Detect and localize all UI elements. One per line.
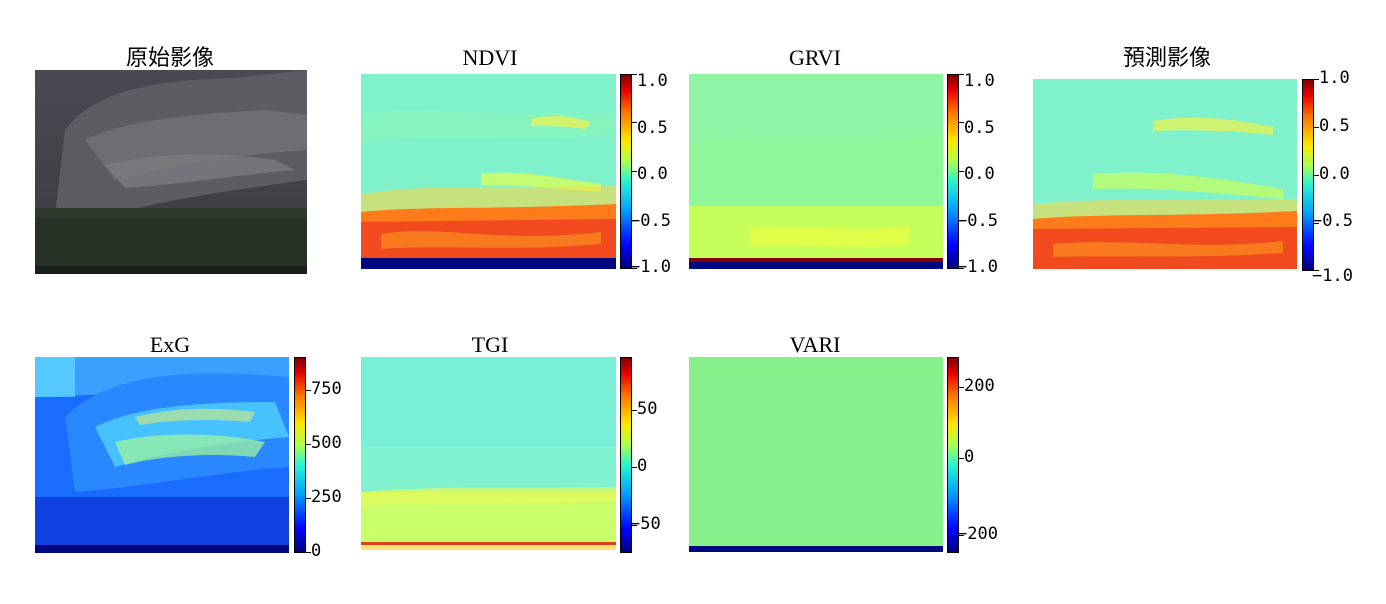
ndvi-tick-1: 1.0: [637, 71, 668, 91]
ndvi-image: [361, 74, 616, 269]
tgi-tick-1: 50: [637, 399, 658, 419]
predicted-tick-5: −1.0: [1312, 266, 1353, 286]
vari-tick-3: −200: [957, 524, 998, 544]
exg-tick-2: 500: [311, 433, 342, 453]
grvi-tick-4: −0.5: [957, 211, 998, 231]
exg-tick-1: 750: [311, 379, 342, 399]
ndvi-title: NDVI: [462, 45, 518, 70]
predicted-tick-3: 0.0: [1319, 164, 1350, 184]
predicted-colorbar: [1302, 79, 1314, 271]
vari-tick-1: 200: [964, 376, 995, 396]
tgi-colorbar: [620, 357, 632, 553]
exg-title: ExG: [149, 332, 191, 357]
grvi-title: GRVI: [788, 45, 841, 70]
grvi-image: [689, 74, 943, 269]
tgi-tick-2: 0: [637, 456, 648, 476]
original-image-title: 原始影像: [125, 45, 214, 70]
vari-colorbar: [947, 357, 959, 553]
predicted-tick-2: 0.5: [1319, 116, 1350, 136]
predicted-tick-1: 1.0: [1319, 68, 1350, 88]
tgi-title: TGI: [471, 332, 509, 357]
ndvi-colorbar: [620, 74, 632, 269]
ndvi-tick-2: 0.5: [637, 118, 668, 138]
ndvi-tick-3: 0.0: [637, 164, 668, 184]
grvi-tick-3: 0.0: [964, 164, 995, 184]
predicted-image-title: 預測影像: [1122, 45, 1211, 70]
grvi-tick-5: −1.0: [957, 257, 998, 277]
tgi-tick-3: −50: [630, 514, 661, 534]
exg-tick-4: 0: [311, 541, 322, 561]
predicted-tick-4: −0.5: [1312, 211, 1353, 231]
grvi-tick-1: 1.0: [964, 71, 995, 91]
ndvi-tick-5: −1.0: [630, 257, 671, 277]
exg-tick-3: 250: [311, 487, 342, 507]
original-image: [35, 70, 307, 274]
exg-colorbar: [294, 357, 306, 553]
grvi-colorbar: [947, 74, 959, 269]
vari-image: [689, 357, 943, 552]
ndvi-tick-4: −0.5: [630, 211, 671, 231]
grvi-tick-2: 0.5: [964, 118, 995, 138]
predicted-image: [1033, 79, 1297, 269]
vari-tick-2: 0: [964, 447, 975, 467]
tgi-image: [361, 357, 616, 550]
vari-title: VARI: [789, 332, 841, 357]
exg-image: [35, 357, 289, 553]
